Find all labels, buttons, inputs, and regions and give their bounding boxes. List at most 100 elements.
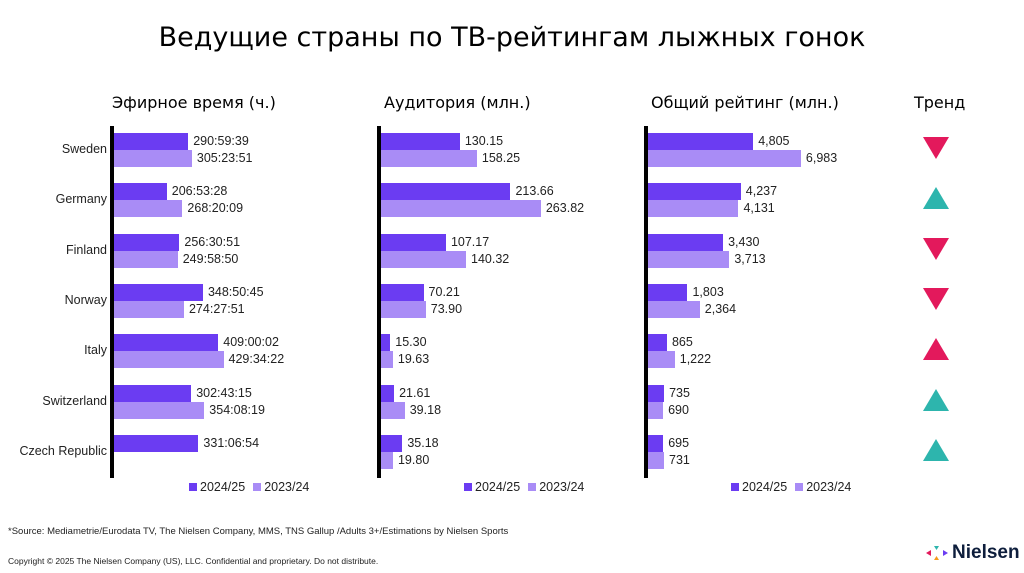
data-label: 73.90 (430, 301, 463, 316)
data-label: 865 (671, 335, 693, 350)
data-label: 4,237 (745, 184, 778, 199)
data-label: 305:23:51 (196, 151, 253, 165)
legend-item: 2024/25 (731, 480, 787, 494)
bar-2023-24 (381, 451, 393, 469)
data-label: 302:43:15 (196, 385, 252, 400)
data-label: 130.15 (464, 134, 504, 148)
bar-2023-24 (648, 200, 739, 218)
data-label: 274:27:51 (188, 301, 245, 316)
data-label: 19.80 (397, 452, 430, 467)
bar-2024-25 (648, 283, 688, 301)
bar-2024-25 (114, 133, 189, 150)
bar-2024-25 (114, 384, 192, 402)
legend-audience: 2024/25 2023/24 (464, 480, 584, 494)
bar-2024-25 (648, 334, 667, 352)
data-label: 4,805 (758, 134, 790, 148)
bar-2024-25 (114, 233, 180, 251)
bar-2023-24 (648, 250, 730, 268)
data-label: 690 (668, 402, 689, 417)
data-label: 290:59:39 (193, 134, 249, 148)
bar-2024-25 (114, 183, 167, 201)
nielsen-logo: Nielsen (926, 542, 1020, 564)
bar-2024-25 (381, 434, 403, 452)
bar-2023-24 (114, 200, 183, 218)
data-label: 256:30:51 (184, 234, 241, 249)
data-label: 158.25 (481, 151, 521, 165)
legend-item: 2023/24 (795, 480, 851, 494)
bar-2023-24 (114, 401, 205, 419)
data-label: 348:50:45 (207, 284, 264, 299)
data-label: 263.82 (545, 201, 585, 216)
page-title: Ведущие страны по ТВ-рейтингам лыжных го… (158, 22, 866, 53)
data-label: 268:20:09 (187, 201, 244, 216)
category-label: Finland (66, 242, 107, 257)
trend-up-icon (923, 388, 949, 411)
bar-2023-24 (114, 300, 184, 318)
bar-2023-24 (648, 150, 801, 167)
bar-2024-25 (114, 283, 203, 301)
data-label: 731 (669, 452, 690, 467)
copyright: Copyright © 2025 The Nielsen Company (US… (8, 556, 379, 566)
axis-audience (377, 126, 381, 478)
trend-up-icon (923, 338, 949, 361)
bar-2023-24 (381, 401, 405, 419)
bar-2024-25 (648, 384, 665, 402)
logo-text: Nielsen (952, 542, 1020, 563)
data-label: 19.63 (397, 352, 430, 367)
data-label: 695 (668, 435, 690, 450)
bar-2024-25 (648, 133, 754, 150)
bar-2024-25 (381, 334, 391, 352)
data-label: 35.18 (407, 435, 439, 450)
data-label: 735 (669, 385, 690, 400)
data-label: 249:58:50 (182, 251, 239, 266)
category-label: Norway (64, 292, 107, 307)
legend-label: 2024/25 (200, 480, 246, 494)
chart-title-airtime: Эфирное время (ч.) (112, 93, 276, 112)
data-label: 206:53:28 (171, 184, 228, 199)
data-label: 2,364 (704, 301, 737, 316)
data-label: 6,983 (805, 151, 838, 165)
axis-airtime (110, 126, 114, 478)
data-label: 15.30 (395, 335, 427, 350)
data-label: 1,803 (692, 284, 724, 299)
bar-2023-24 (648, 351, 675, 369)
legend-label: 2023/24 (806, 480, 852, 494)
trend-down-icon (923, 287, 949, 310)
nielsen-logo-icon (926, 546, 948, 560)
trend-down-icon (923, 137, 949, 159)
data-label: 331:06:54 (203, 435, 260, 450)
bar-2024-25 (648, 434, 664, 452)
legend-label: 2023/24 (539, 480, 585, 494)
category-label: Sweden (61, 142, 107, 156)
category-label: Switzerland (42, 393, 107, 408)
bar-2024-25 (381, 233, 446, 251)
chart-title-rating: Общий рейтинг (млн.) (651, 93, 839, 112)
bar-2024-25 (648, 183, 741, 201)
bar-2024-25 (381, 183, 511, 201)
bar-2023-24 (381, 300, 426, 318)
legend-airtime: 2024/25 2023/24 (189, 480, 309, 494)
data-label: 1,222 (679, 352, 712, 367)
category-label: Germany (55, 192, 107, 207)
bar-2024-25 (381, 384, 395, 402)
bar-2023-24 (114, 150, 192, 167)
legend-item: 2024/25 (464, 480, 520, 494)
bar-2023-24 (114, 351, 224, 369)
legend-label: 2023/24 (264, 480, 310, 494)
data-label: 39.18 (409, 402, 442, 417)
data-label: 3,430 (728, 234, 760, 249)
trend-up-icon (923, 187, 949, 210)
bar-2023-24 (648, 451, 664, 469)
data-label: 70.21 (428, 284, 460, 299)
data-label: 140.32 (471, 251, 510, 266)
data-label: 3,713 (734, 251, 766, 266)
bar-2023-24 (381, 200, 541, 218)
bar-2023-24 (648, 300, 700, 318)
legend-item: 2023/24 (253, 480, 309, 494)
bar-2024-25 (114, 434, 199, 452)
category-label: Czech Republic (19, 443, 107, 458)
trend-up-icon (923, 438, 949, 461)
bar-2023-24 (381, 150, 477, 167)
legend-item: 2024/25 (189, 480, 245, 494)
bar-2024-25 (114, 334, 219, 352)
